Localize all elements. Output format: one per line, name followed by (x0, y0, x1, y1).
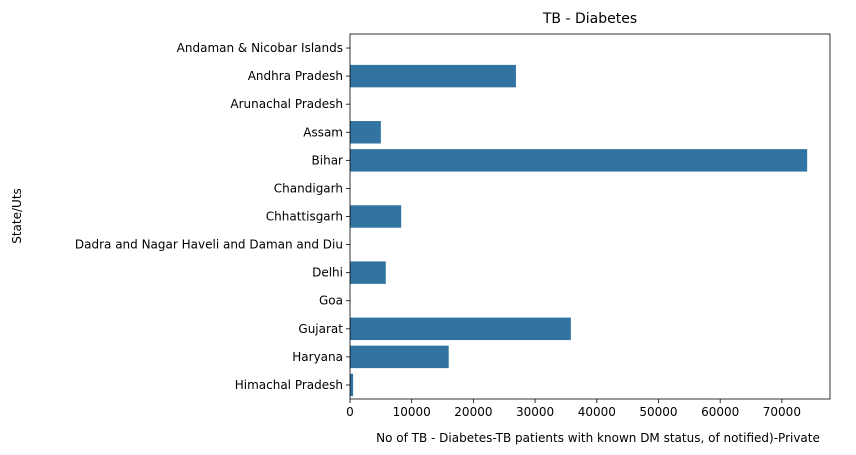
y-tick-label: Haryana (292, 350, 343, 364)
bar-haryana (350, 345, 449, 369)
y-tick-label: Gujarat (298, 322, 343, 336)
y-tick-label: Arunachal Pradesh (230, 97, 343, 111)
x-tick-label: 10000 (393, 405, 431, 419)
bar-bihar (350, 149, 808, 172)
bar-andhra-pradesh (350, 64, 516, 88)
y-tick-label: Assam (303, 125, 343, 139)
x-tick-label: 20000 (454, 405, 492, 419)
y-tick-label: Himachal Pradesh (235, 378, 343, 392)
y-tick-label: Goa (319, 294, 343, 308)
y-tick-label: Chandigarh (274, 181, 343, 195)
bar-delhi (350, 261, 386, 284)
x-tick-label: 40000 (578, 405, 616, 419)
x-tick-label: 30000 (516, 405, 554, 419)
x-tick-label: 70000 (763, 405, 801, 419)
x-tick-label: 50000 (639, 405, 677, 419)
x-tick-label: 0 (346, 405, 354, 419)
y-tick-label: Chhattisgarh (266, 210, 343, 224)
y-tick-label: Andaman & Nicobar Islands (177, 41, 343, 55)
bar-assam (350, 121, 381, 144)
bar-chhattisgarh (350, 205, 402, 228)
y-tick-label: Andhra Pradesh (248, 69, 343, 83)
x-tick-label: 60000 (701, 405, 739, 419)
bar-gujarat (350, 317, 571, 341)
x-axis-label: No of TB - Diabetes-TB patients with kno… (376, 431, 820, 445)
y-tick-label: Dadra and Nagar Haveli and Daman and Diu (75, 238, 343, 252)
y-ticks-group: Andaman & Nicobar Islands Andhra Pradesh A… (75, 41, 350, 392)
bar-himachal-pradesh (350, 373, 354, 397)
bars-group (350, 64, 808, 397)
y-axis-label: State/Uts (10, 188, 24, 244)
chart-title: TB - Diabetes (542, 11, 637, 27)
y-tick-label: Delhi (312, 266, 343, 280)
x-ticks-group: 0 10000 20000 30000 40000 50000 60000 70000 (346, 399, 801, 419)
y-tick-label: Bihar (312, 153, 344, 167)
plot-frame (349, 33, 831, 400)
